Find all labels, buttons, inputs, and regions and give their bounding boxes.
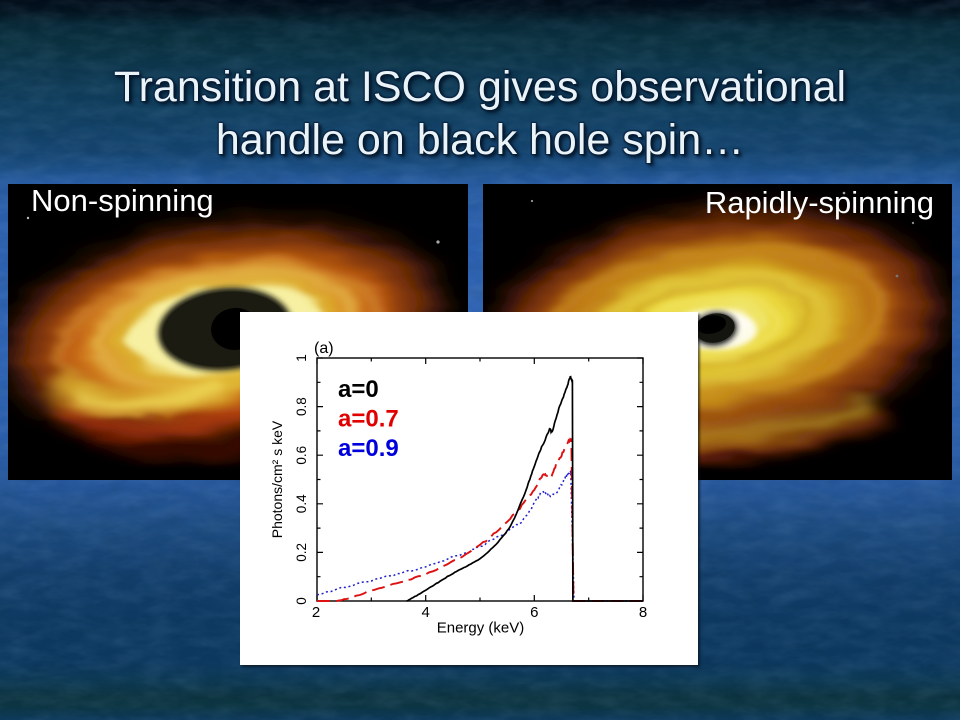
svg-text:0.6: 0.6 xyxy=(294,446,309,465)
svg-text:a=0.7: a=0.7 xyxy=(338,406,399,433)
svg-text:2: 2 xyxy=(312,604,320,621)
svg-text:0.2: 0.2 xyxy=(294,543,309,562)
svg-text:4: 4 xyxy=(422,604,430,621)
svg-text:Photons/cm² s keV: Photons/cm² s keV xyxy=(269,420,285,538)
svg-text:Energy (keV): Energy (keV) xyxy=(437,620,525,637)
svg-text:0.8: 0.8 xyxy=(294,397,309,416)
svg-text:8: 8 xyxy=(639,604,647,621)
svg-text:a=0: a=0 xyxy=(338,376,379,403)
svg-text:(a): (a) xyxy=(314,340,334,357)
svg-text:6: 6 xyxy=(530,604,538,621)
svg-text:0: 0 xyxy=(294,597,309,605)
svg-text:a=0.9: a=0.9 xyxy=(338,435,399,462)
svg-text:0.4: 0.4 xyxy=(294,494,309,513)
svg-text:1: 1 xyxy=(294,354,309,362)
